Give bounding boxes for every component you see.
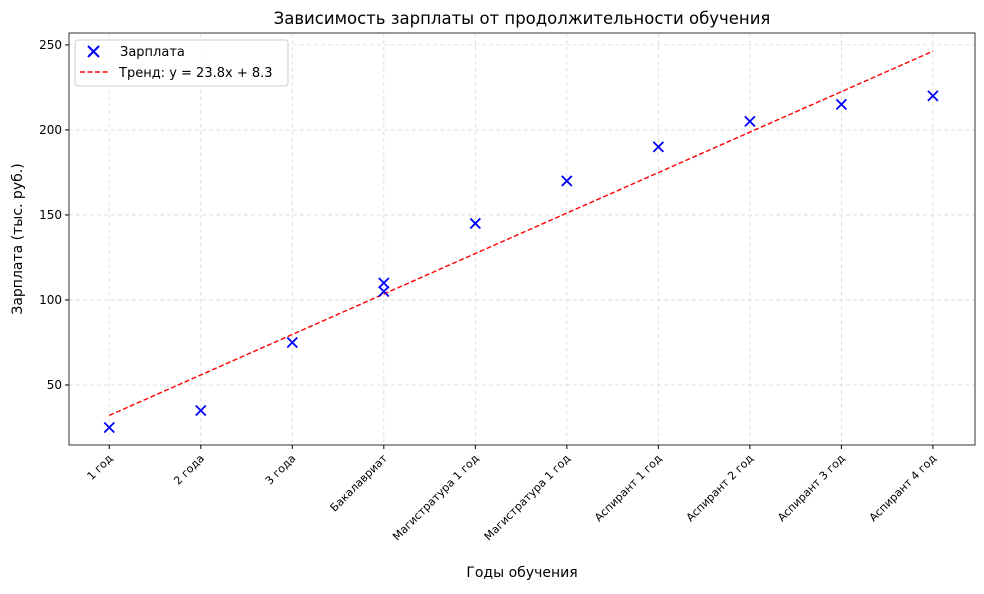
x-tick-label: Аспирант 2 год <box>684 452 757 525</box>
y-tick-label: 250 <box>39 38 62 52</box>
x-tick-label: Магистратура 1 год <box>390 452 482 544</box>
point-stroke <box>561 175 573 187</box>
y-tick-label: 200 <box>39 123 62 137</box>
data-point <box>469 217 481 230</box>
y-tick-label: 100 <box>39 293 62 307</box>
data-point <box>927 90 939 102</box>
point-stroke <box>103 421 115 434</box>
point-stroke <box>744 115 756 128</box>
data-point <box>286 336 298 349</box>
scatter-points <box>103 90 939 434</box>
data-point <box>561 175 573 187</box>
trend-line <box>108 50 934 417</box>
point-stroke <box>652 141 664 153</box>
point-stroke <box>469 217 481 230</box>
y-axis-label: Зарплата (тыс. руб.) <box>10 163 26 314</box>
trend-line-group <box>108 50 934 417</box>
axes-frame <box>68 32 976 446</box>
legend-marker-x <box>87 45 100 58</box>
x-tick-label: Аспирант 1 год <box>592 452 665 525</box>
legend-box <box>74 39 289 87</box>
x-ticks: 1 год 2 года 3 года Бакалавриат Магистратура… <box>85 445 940 544</box>
grid <box>69 33 975 445</box>
data-point <box>195 404 207 417</box>
point-stroke <box>927 90 939 102</box>
legend: Зарплата Тренд: y = 23.8x + 8.3 <box>74 39 289 87</box>
point-stroke <box>835 98 848 111</box>
x-tick-label: Аспирант 3 год <box>775 452 848 525</box>
point-stroke <box>378 277 390 289</box>
x-tick-label: Бакалавриат <box>328 452 391 515</box>
x-axis-label: Годы обучения <box>466 565 577 581</box>
data-point <box>378 277 390 289</box>
point-stroke <box>286 336 298 349</box>
x-tick-label: 2 года <box>171 452 207 488</box>
y-tick-label: 150 <box>39 208 62 222</box>
y-ticks: 50 100 150 200 250 <box>39 38 69 392</box>
data-point <box>744 115 756 128</box>
data-point <box>652 141 664 153</box>
x-tick-label: 3 года <box>263 452 299 488</box>
data-point <box>103 421 115 434</box>
data-point <box>378 285 390 298</box>
y-tick-label: 50 <box>47 378 62 392</box>
legend-label-salary: Зарплата <box>120 45 185 60</box>
data-point <box>835 98 848 111</box>
point-stroke <box>378 285 390 298</box>
point-stroke <box>195 404 207 417</box>
chart-title: Зависимость зарплаты от продолжительност… <box>274 9 771 28</box>
x-tick-label: 1 год <box>85 452 116 483</box>
x-tick-label: Магистратура 1 год <box>482 452 574 544</box>
x-tick-label: Аспирант 4 год <box>867 452 940 525</box>
legend-label-trend: Тренд: y = 23.8x + 8.3 <box>118 66 273 81</box>
